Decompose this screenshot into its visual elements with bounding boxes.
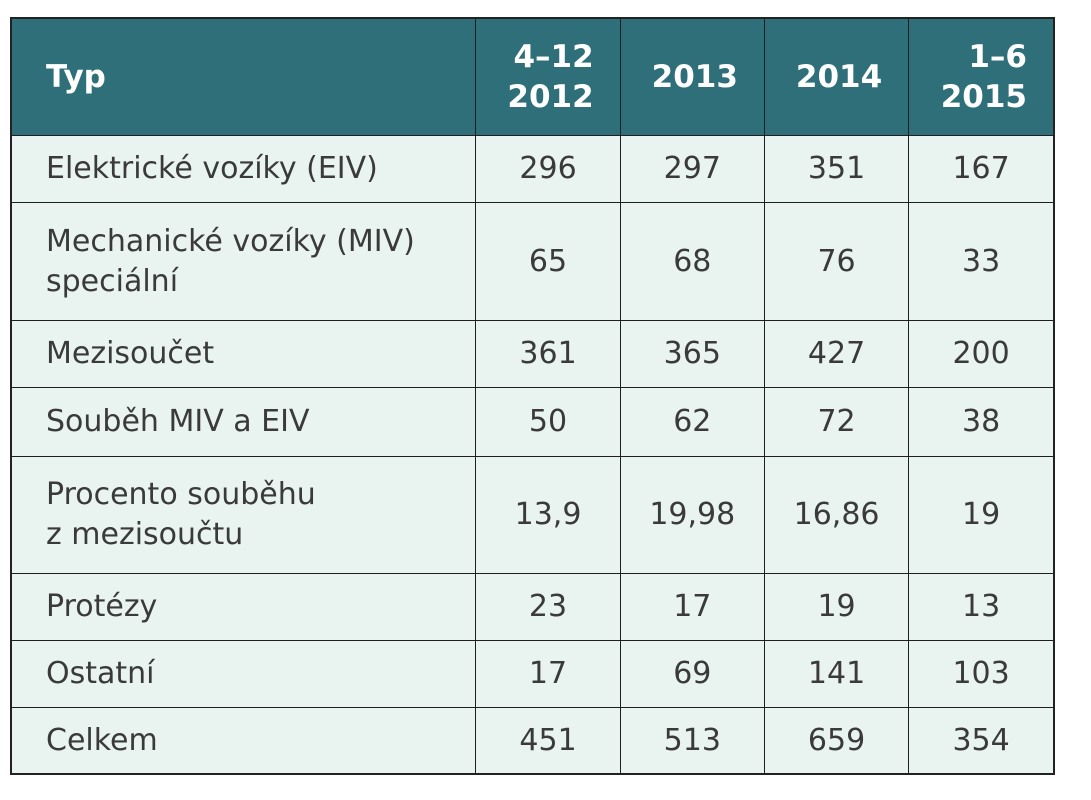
cell-value: 19	[764, 573, 910, 641]
row-label-line: Protézy	[46, 589, 158, 624]
cell-value: 19	[908, 456, 1055, 574]
row-label-line: Procento souběhu	[46, 477, 316, 512]
header-period-2012-months: 4–12	[513, 39, 594, 75]
cell-value: 65	[475, 202, 621, 321]
cell-value: 427	[764, 320, 910, 388]
cell-value: 361	[475, 320, 621, 388]
cell-value: 38	[908, 387, 1055, 457]
header-period-2015-year: 2015	[940, 79, 1027, 115]
row-label-line: Celkem	[46, 722, 158, 758]
cell-value: 69	[620, 640, 765, 708]
row-label: Protézy	[11, 573, 477, 641]
table-row: Mezisoučet 361 365 427 200	[11, 320, 1055, 388]
row-label-line: speciální	[46, 263, 179, 299]
row-label: Procento souběhu z mezisoučtu	[11, 456, 477, 574]
data-table: Typ 4–12 2012 2013 2014 1–6 2015	[10, 17, 1055, 775]
header-row: Typ 4–12 2012 2013 2014 1–6 2015	[11, 18, 1055, 136]
data-table-container: Typ 4–12 2012 2013 2014 1–6 2015	[10, 17, 1055, 775]
table-row: Celkem 451 513 659 354	[11, 707, 1055, 774]
table-row: Elektrické vozíky (EIV) 296 297 351 167	[11, 135, 1055, 203]
cell-value: 167	[908, 135, 1055, 203]
header-period-2015: 1–6 2015	[908, 18, 1055, 136]
header-year-2014-label: 2014	[795, 59, 883, 95]
cell-value: 68	[620, 202, 765, 321]
row-label: Mezisoučet	[11, 320, 477, 388]
cell-value: 76	[764, 202, 910, 321]
cell-value: 365	[620, 320, 765, 388]
cell-value: 141	[764, 640, 910, 708]
cell-value: 513	[620, 707, 765, 774]
cell-value: 17	[475, 640, 621, 708]
table-row: Mechanické vozíky (MIV) speciální 65 68 …	[11, 202, 1055, 321]
cell-value: 50	[475, 387, 621, 457]
row-label: Celkem	[11, 707, 477, 774]
cell-value: 16,86	[764, 456, 910, 574]
header-year-2013-label: 2013	[651, 59, 738, 95]
table-row: Souběh MIV a EIV 50 62 72 38	[11, 387, 1055, 457]
cell-value: 72	[764, 387, 910, 457]
cell-value: 23	[475, 573, 621, 641]
cell-value: 200	[908, 320, 1055, 388]
cell-value: 62	[620, 387, 765, 457]
cell-value: 297	[620, 135, 765, 203]
row-label-line: Souběh MIV a EIV	[46, 404, 310, 439]
row-label-line: Ostatní	[46, 656, 155, 691]
row-label-line: z mezisoučtu	[46, 517, 244, 552]
row-label: Souběh MIV a EIV	[11, 387, 477, 457]
row-label-line: Mechanické vozíky (MIV)	[46, 223, 415, 259]
row-label-line: Mezisoučet	[46, 336, 215, 371]
table-row: Protézy 23 17 19 13	[11, 573, 1055, 641]
header-year-2013: 2013	[620, 18, 765, 136]
header-year-2014: 2014	[764, 18, 910, 136]
row-label: Mechanické vozíky (MIV) speciální	[11, 202, 477, 321]
cell-value: 13	[908, 573, 1055, 641]
header-period-2012-year: 2012	[507, 79, 594, 115]
cell-value: 19,98	[620, 456, 765, 574]
header-type: Typ	[11, 18, 477, 136]
row-label-line: Elektrické vozíky (EIV)	[46, 151, 378, 186]
table-row: Procento souběhu z mezisoučtu 13,9 19,98…	[11, 456, 1055, 574]
header-period-2012: 4–12 2012	[475, 18, 621, 136]
header-period-2015-months: 1–6	[968, 39, 1027, 75]
cell-value: 103	[908, 640, 1055, 708]
cell-value: 354	[908, 707, 1055, 774]
cell-value: 451	[475, 707, 621, 774]
cell-value: 17	[620, 573, 765, 641]
row-label: Elektrické vozíky (EIV)	[11, 135, 477, 203]
cell-value: 33	[908, 202, 1055, 321]
cell-value: 296	[475, 135, 621, 203]
table-row: Ostatní 17 69 141 103	[11, 640, 1055, 708]
row-label: Ostatní	[11, 640, 477, 708]
cell-value: 659	[764, 707, 910, 774]
cell-value: 351	[764, 135, 910, 203]
cell-value: 13,9	[475, 456, 621, 574]
header-type-label: Typ	[46, 59, 106, 95]
